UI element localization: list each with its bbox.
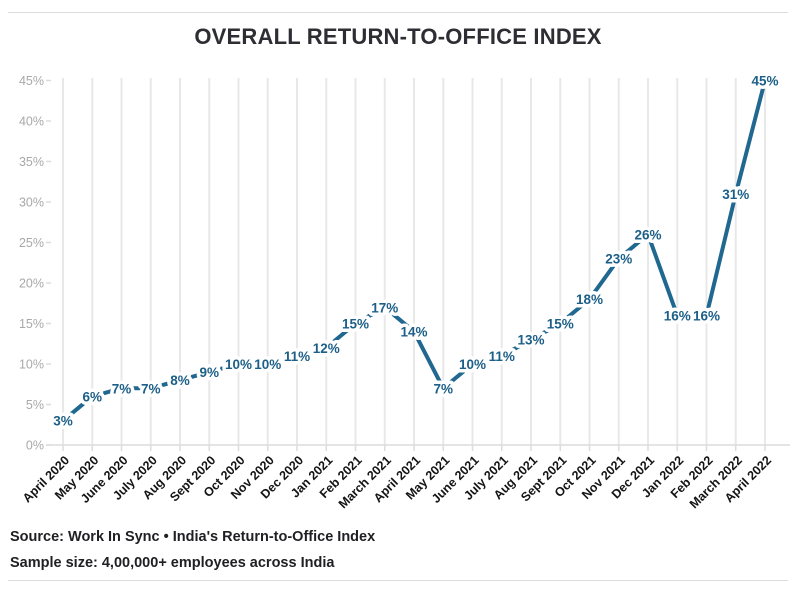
data-point-label: 14%: [400, 325, 427, 340]
y-tick-label: 25%: [19, 236, 44, 250]
sample-size-line: Sample size: 4,00,000+ employees across …: [10, 555, 335, 571]
data-point-label: 16%: [693, 308, 720, 323]
data-point-label: 8%: [170, 373, 190, 388]
y-tick-label: 5%: [26, 398, 44, 412]
data-point-label: 3%: [53, 414, 73, 429]
data-point-label: 11%: [489, 349, 515, 364]
data-point-label: 6%: [82, 389, 102, 404]
chart-canvas: 0%5%10%15%20%25%30%35%40%45%April 2020Ma…: [19, 70, 790, 511]
data-point-label: 13%: [517, 333, 544, 348]
y-tick-label: 45%: [19, 74, 44, 88]
y-tick-label: 30%: [19, 196, 44, 210]
data-point-label: 15%: [342, 317, 369, 332]
y-tick-label: 40%: [19, 115, 44, 129]
data-point-label: 10%: [225, 357, 252, 372]
chart-title: OVERALL RETURN-TO-OFFICE INDEX: [194, 24, 602, 49]
data-line: [61, 78, 767, 423]
source-line: Source: Work In Sync • India's Return-to…: [10, 529, 376, 545]
data-point-label: 7%: [433, 381, 453, 396]
data-point-label: 10%: [254, 357, 281, 372]
y-tick-label: 10%: [19, 358, 44, 372]
data-point-label: 9%: [199, 365, 219, 380]
chart-footer: Source: Work In Sync • India's Return-to…: [10, 524, 770, 576]
data-point-label: 10%: [459, 357, 486, 372]
data-point-label: 17%: [371, 300, 398, 315]
y-tick-label: 20%: [19, 277, 44, 291]
data-point-label: 18%: [576, 292, 603, 307]
data-point-label: 23%: [605, 252, 632, 267]
data-point-label: 15%: [547, 317, 574, 332]
y-tick-label: 15%: [19, 317, 44, 331]
bottom-divider: [8, 580, 788, 581]
data-point-label: 7%: [141, 381, 161, 396]
y-tick-label: 35%: [19, 155, 44, 169]
top-divider: [8, 12, 788, 13]
data-point-label: 7%: [112, 381, 132, 396]
data-point-label: 31%: [722, 187, 749, 202]
data-point-label: 26%: [634, 227, 661, 242]
line-chart: 0% 5% 10% 15% 20% 25% 30% 35% 40% 45% April 2020 Ma…: [0, 60, 796, 520]
y-tick-label: 0%: [26, 439, 44, 453]
data-point-label: 11%: [284, 349, 310, 364]
data-point-label: 12%: [313, 341, 340, 356]
data-point-label: 45%: [751, 74, 778, 89]
data-point-label: 16%: [664, 308, 691, 323]
